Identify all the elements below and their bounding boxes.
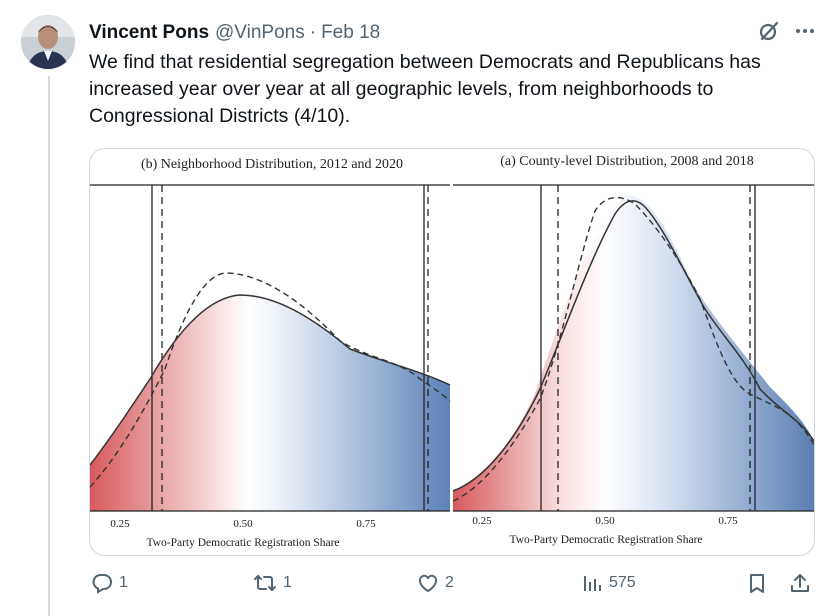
repost-button[interactable]: 1	[253, 572, 292, 594]
views-count: 575	[609, 574, 636, 591]
bookmark-button[interactable]	[747, 572, 767, 594]
bookmark-icon	[747, 572, 767, 594]
left-density-fill	[90, 295, 450, 511]
repost-count: 1	[283, 574, 292, 591]
avatar-image	[21, 15, 75, 69]
more-icon[interactable]	[794, 20, 816, 47]
tweet-top-actions	[758, 20, 816, 47]
left-curve-dashed	[90, 272, 451, 488]
right-panel: (a) County-level Distribution, 2008 and …	[452, 154, 814, 546]
author-name[interactable]: Vincent Pons	[89, 22, 210, 43]
reply-button[interactable]: 1	[91, 572, 128, 594]
left-panel: (b) Neighborhood Distribution, 2012 and …	[90, 157, 451, 549]
views-icon	[581, 572, 603, 594]
reply-icon	[91, 572, 113, 594]
left-curve-solid	[90, 294, 451, 466]
right-curve-dashed	[452, 196, 814, 502]
left-xlabel: Two-Party Democratic Registration Share	[146, 537, 339, 549]
share-button[interactable]	[789, 572, 811, 594]
views-button[interactable]: 575	[581, 572, 636, 594]
like-count: 2	[445, 574, 454, 591]
left-panel-title: (b) Neighborhood Distribution, 2012 and …	[141, 157, 403, 172]
like-button[interactable]: 2	[417, 572, 454, 594]
tweet-actions: 1 1 2 575	[89, 572, 819, 602]
grok-icon[interactable]	[758, 20, 780, 47]
tweet-header: Vincent Pons @VinPons · Feb 18	[89, 20, 380, 46]
right-xlabel: Two-Party Democratic Registration Share	[509, 534, 702, 546]
right-panel-title: (a) County-level Distribution, 2008 and …	[500, 154, 754, 169]
reply-count: 1	[119, 574, 128, 591]
right-tick-0: 0.25	[472, 515, 492, 527]
separator: ·	[309, 22, 317, 43]
right-tick-2: 0.75	[718, 515, 738, 527]
right-curve-solid	[452, 200, 814, 492]
right-density-fill	[453, 194, 814, 511]
tweet-date[interactable]: Feb 18	[321, 22, 381, 43]
right-tick-1: 0.50	[595, 515, 615, 527]
left-tick-2: 0.75	[356, 518, 376, 530]
left-tick-1: 0.50	[233, 518, 253, 530]
tweet-media[interactable]: (b) Neighborhood Distribution, 2012 and …	[89, 148, 815, 556]
avatar[interactable]	[21, 15, 75, 69]
share-icon	[789, 572, 811, 594]
tweet-text: We find that residential segregation bet…	[89, 51, 761, 127]
left-tick-0: 0.25	[110, 518, 130, 530]
thread-line	[48, 76, 50, 616]
author-handle[interactable]: @VinPons	[215, 22, 305, 43]
figure-image: (b) Neighborhood Distribution, 2012 and …	[90, 154, 814, 549]
heart-icon	[417, 572, 439, 594]
repost-icon	[253, 572, 277, 594]
